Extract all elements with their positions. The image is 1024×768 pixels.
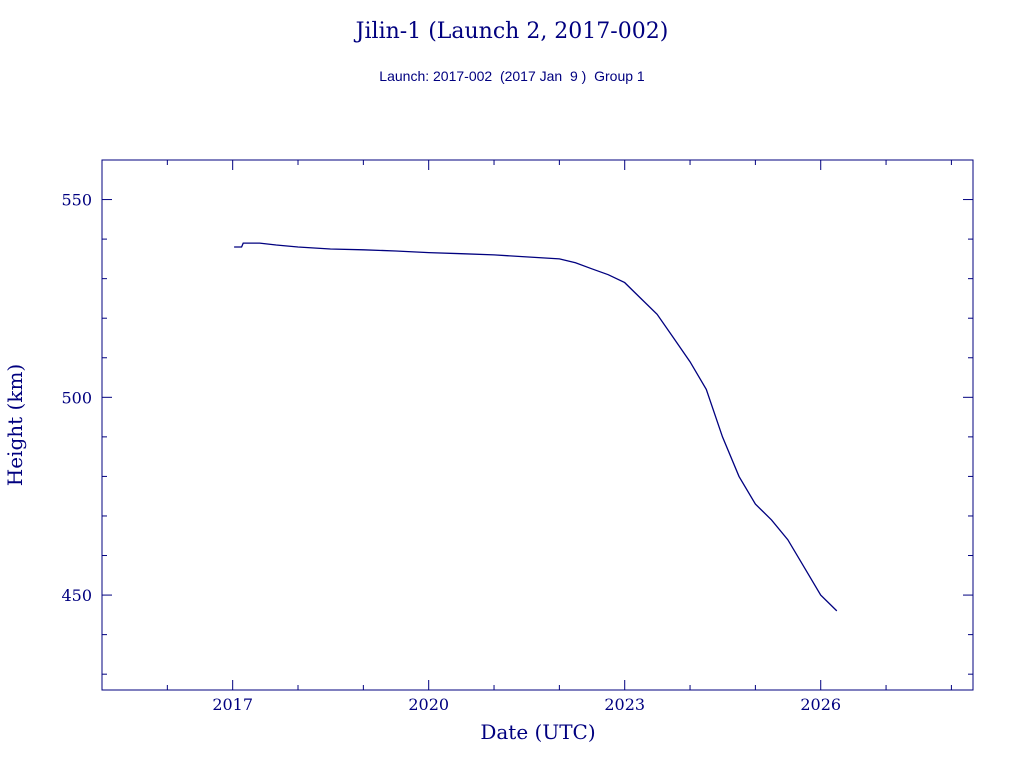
x-tick-label: 2023 (604, 695, 645, 714)
axis-ticks (101, 159, 973, 690)
chart-subtitle: Launch: 2017-002 (2017 Jan 9 ) Group 1 (379, 68, 645, 84)
x-tick-labels: 2017 2020 2023 2026 (212, 695, 841, 714)
x-axis-label: Date (UTC) (480, 720, 595, 744)
x-tick-label: 2017 (212, 695, 253, 714)
chart-title: Jilin-1 (Launch 2, 2017-002) (354, 19, 669, 44)
y-axis-label: Height (km) (3, 364, 27, 486)
data-series-line (234, 242, 838, 612)
x-tick-label: 2020 (408, 695, 449, 714)
y-tick-label: 450 (61, 586, 92, 605)
x-tick-label: 2026 (800, 695, 841, 714)
plot-frame (101, 159, 974, 691)
y-tick-label: 500 (61, 388, 92, 407)
y-tick-label: 550 (61, 191, 92, 210)
y-tick-labels: 450 500 550 (61, 191, 92, 606)
